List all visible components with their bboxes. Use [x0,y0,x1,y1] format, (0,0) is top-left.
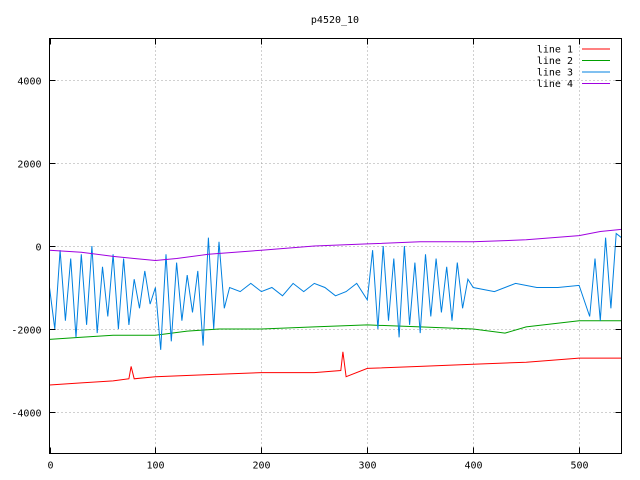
y-tick-label: 0 [35,243,41,254]
series-layer [49,228,622,386]
y-tick-label: 2000 [17,160,41,171]
x-tick-label: 500 [570,461,588,472]
series-line-4 [49,228,622,262]
x-tick-label: 0 [47,461,53,472]
chart-title: p4520_10 [311,15,359,26]
legend-label-1: line 1 [537,45,573,56]
plot-frame [49,38,622,454]
series-line-3 [49,232,622,350]
grid-layer [49,38,622,454]
y-tick-label: -4000 [11,409,41,420]
x-tick-label: 200 [252,461,270,472]
series-line-2 [49,320,622,340]
legend-label-4: line 4 [537,79,573,90]
x-tick-label: 400 [464,461,482,472]
y-tick-label: -2000 [11,326,41,337]
x-tick-label: 300 [358,461,376,472]
tick-layer: 0 100 200 300 400 500 -4000 -2000 0 2000 4000 [11,38,622,472]
legend-label-3: line 3 [537,68,573,79]
series-line-1 [49,351,622,386]
legend-label-2: line 2 [537,56,573,67]
y-tick-label: 4000 [17,77,41,88]
x-tick-label: 100 [146,461,164,472]
